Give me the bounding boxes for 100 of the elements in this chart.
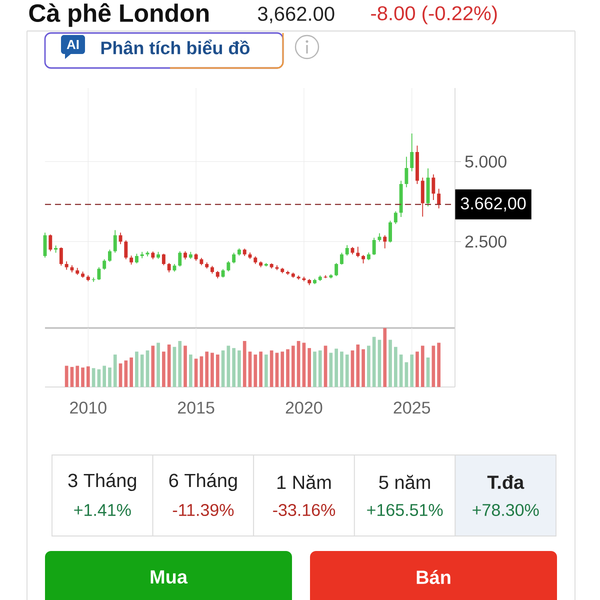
candlestick — [81, 272, 84, 278]
bar — [130, 358, 133, 387]
candlestick — [426, 168, 430, 206]
bar — [76, 366, 80, 387]
bar — [118, 363, 122, 387]
bar — [242, 340, 246, 387]
candlestick — [416, 146, 419, 184]
candlestick — [356, 246, 360, 258]
bar — [334, 348, 338, 387]
candlestick — [329, 274, 333, 278]
y-tick-label: 5.000 — [465, 156, 506, 168]
bar — [221, 350, 225, 387]
bar — [432, 346, 436, 387]
text: Phân tích biểu đồ — [101, 40, 250, 54]
x-tick-label: 2020 — [286, 402, 322, 414]
category-label: 6 Tháng — [169, 473, 237, 491]
ref-line-label: 3.662,00 — [460, 197, 526, 212]
data-label: +1.41% — [74, 504, 131, 516]
data-label: +165.51% — [367, 504, 443, 516]
category-label: 3 Tháng — [68, 473, 136, 491]
candlestick — [146, 251, 150, 256]
bar — [108, 368, 112, 387]
text: -8.00 (-0.22%) — [371, 6, 497, 24]
candlestick — [108, 250, 112, 262]
bar — [102, 366, 106, 387]
candlestick — [410, 133, 414, 172]
data-label: -11.39% — [172, 504, 234, 516]
bar — [345, 354, 349, 387]
candlestick — [184, 251, 187, 260]
x-tick-label: 2015 — [178, 402, 214, 414]
data-label: -33.16% — [273, 504, 336, 516]
bar — [437, 342, 440, 387]
y-tick-label: 2.500 — [465, 236, 506, 248]
candlestick — [366, 252, 370, 260]
candlestick — [205, 262, 209, 268]
bar — [367, 346, 370, 387]
candlestick — [432, 174, 436, 200]
bar — [291, 346, 295, 387]
bar — [394, 346, 398, 387]
bar — [194, 358, 198, 387]
category-label: 1 Năm — [277, 474, 331, 490]
bar — [184, 346, 187, 387]
candlestick — [76, 268, 80, 275]
bar — [420, 346, 424, 387]
candlestick — [345, 245, 349, 256]
bar — [313, 352, 316, 387]
bar — [210, 352, 214, 387]
candlestick — [291, 272, 295, 278]
bar — [216, 354, 220, 387]
category-label: T.đa — [487, 475, 524, 489]
x-tick-label: 2025 — [394, 402, 430, 414]
candlestick — [232, 252, 236, 264]
candlestick — [92, 277, 96, 282]
candlestick — [275, 265, 279, 270]
bar — [167, 344, 171, 387]
bar — [383, 328, 387, 387]
bar — [205, 352, 209, 387]
candlestick — [270, 263, 274, 268]
candlestick — [340, 252, 344, 265]
bar — [302, 342, 306, 387]
candlestick — [86, 275, 90, 282]
bar — [135, 352, 138, 387]
candlestick — [64, 261, 68, 270]
candlestick — [162, 254, 166, 266]
candlestick — [394, 211, 398, 224]
candlestick — [254, 256, 258, 264]
candlestick — [59, 247, 63, 266]
text: AI — [66, 40, 79, 49]
bar — [124, 360, 128, 387]
candlestick — [324, 275, 328, 278]
bar — [270, 350, 274, 387]
candlestick — [113, 230, 117, 253]
bar — [399, 354, 403, 387]
candlestick — [308, 279, 312, 286]
bar — [362, 349, 365, 387]
candlestick — [404, 156, 408, 188]
bar — [232, 348, 236, 387]
candlestick — [102, 259, 106, 270]
candlestick — [388, 220, 392, 243]
candlestick — [226, 261, 230, 272]
candlestick — [221, 269, 225, 278]
text: Mua — [150, 570, 188, 584]
candlestick — [372, 238, 376, 256]
candlestick — [200, 258, 204, 266]
candlestick — [48, 234, 52, 252]
candlestick — [437, 188, 441, 208]
bar — [324, 346, 328, 387]
bar — [226, 346, 230, 387]
candlestick — [399, 180, 403, 217]
text: 3,662.00 — [258, 6, 334, 24]
candlestick — [167, 263, 171, 272]
candlestick — [383, 235, 387, 248]
bar — [113, 354, 117, 387]
candlestick — [296, 276, 300, 280]
candlestick — [70, 265, 74, 272]
candlestick — [178, 251, 182, 267]
bar — [372, 336, 376, 387]
candlestick — [140, 252, 144, 258]
bar — [92, 368, 96, 387]
candlestick — [420, 178, 424, 217]
